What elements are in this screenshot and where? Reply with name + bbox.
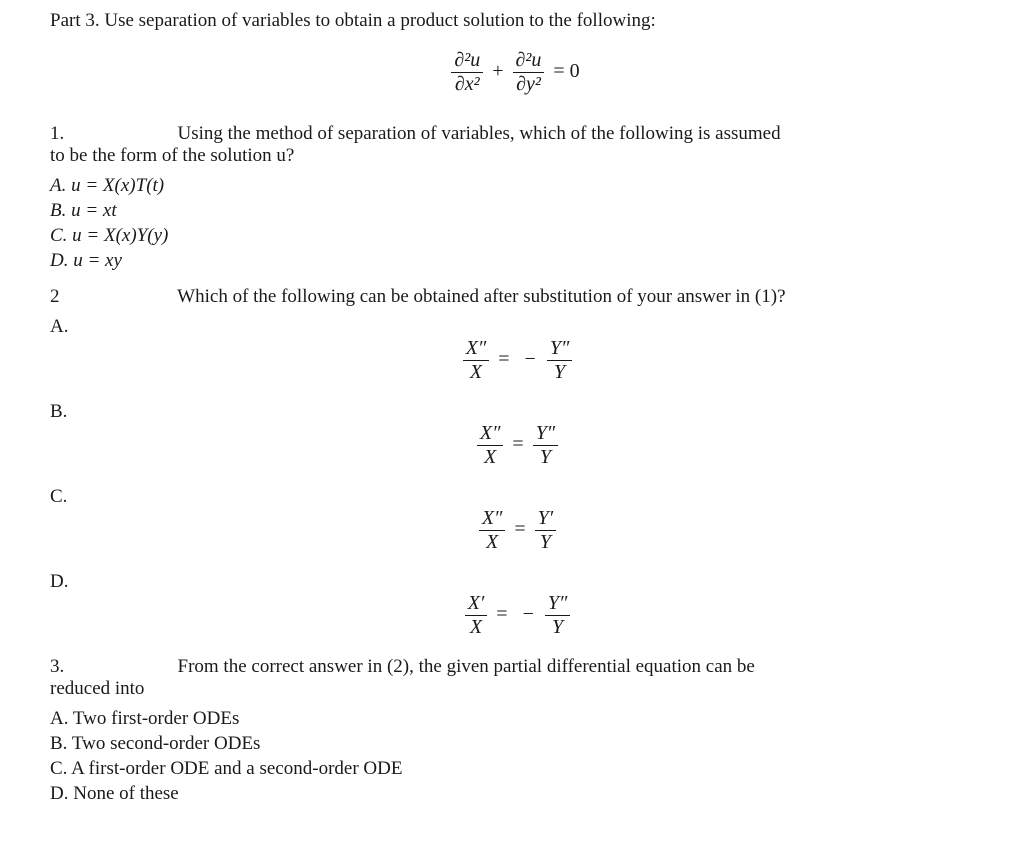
q1-choice-d: D. u = xy [50, 250, 985, 272]
q2-option-b: B. X″ X = Y″ Y [50, 401, 985, 468]
equals-sign: = [508, 433, 527, 455]
main-equation: ∂²u ∂x² + ∂²u ∂y² = 0 [50, 50, 985, 95]
pde-term2-num: ∂²u [513, 50, 545, 73]
q3-choice-d: D. None of these [50, 783, 985, 805]
q2-c-lhs: X″ X [479, 508, 506, 553]
q2-option-c: C. X″ X = Y′ Y [50, 486, 985, 553]
q2-d-label: D. [50, 571, 80, 593]
q3-choice-b: B. Two second-order ODEs [50, 733, 985, 755]
q1-choice-c: C. u = X(x)Y(y) [50, 225, 985, 247]
q3-prompt-cont: reduced into [50, 678, 985, 700]
q2-a-label: A. [50, 316, 80, 338]
question-2: 2 Which of the following can be obtained… [50, 286, 985, 308]
q3-choice-c: C. A first-order ODE and a second-order … [50, 758, 985, 780]
question-3: 3. From the correct answer in (2), the g… [50, 656, 985, 700]
q2-a-lhs: X″ X [463, 338, 490, 383]
pde-term1-den: ∂x² [451, 73, 483, 95]
q2-b-rhs: Y″ Y [533, 423, 558, 468]
q1-prompt-lead: Using the method of separation of variab… [178, 123, 781, 144]
question-1: 1. Using the method of separation of var… [50, 123, 985, 167]
q1-choices: A. u = X(x)T(t) B. u = xt C. u = X(x)Y(y… [50, 175, 985, 272]
pde-plus: + [488, 60, 507, 82]
pde-term1-num: ∂²u [451, 50, 483, 73]
q2-d-lhs: X′ X [465, 593, 488, 638]
equals-sign: = [494, 348, 513, 370]
page: Part 3. Use separation of variables to o… [0, 0, 1035, 839]
q3-prompt-lead: From the correct answer in (2), the give… [178, 656, 755, 677]
q2-prompt: Which of the following can be obtained a… [177, 286, 785, 307]
part-heading: Part 3. Use separation of variables to o… [50, 10, 985, 32]
q2-d-sign: − [517, 603, 540, 625]
q3-choices: A. Two first-order ODEs B. Two second-or… [50, 708, 985, 805]
q1-choice-b: B. u = xt [50, 200, 985, 222]
q1-prompt-cont: to be the form of the solution u? [50, 145, 985, 167]
q2-a-rhs: Y″ Y [547, 338, 572, 383]
q2-option-d: D. X′ X = − Y″ Y [50, 571, 985, 638]
q2-a-sign: − [519, 348, 542, 370]
q2-b-lhs: X″ X [477, 423, 504, 468]
q2-number: 2 [50, 286, 78, 308]
q2-d-rhs: Y″ Y [545, 593, 570, 638]
q2-option-a: A. X″ X = − Y″ Y [50, 316, 985, 383]
q2-c-label: C. [50, 486, 80, 508]
q2-c-rhs: Y′ Y [535, 508, 557, 553]
equals-sign: = [510, 518, 529, 540]
q3-number: 3. [50, 656, 78, 678]
equals-sign: = [492, 603, 511, 625]
pde-term2: ∂²u ∂y² [513, 50, 545, 95]
q3-choice-a: A. Two first-order ODEs [50, 708, 985, 730]
pde-term1: ∂²u ∂x² [451, 50, 483, 95]
pde-term2-den: ∂y² [513, 73, 545, 95]
q1-choice-a: A. u = X(x)T(t) [50, 175, 985, 197]
pde-rhs: = 0 [549, 60, 583, 82]
q1-number: 1. [50, 123, 78, 145]
q2-b-label: B. [50, 401, 80, 423]
